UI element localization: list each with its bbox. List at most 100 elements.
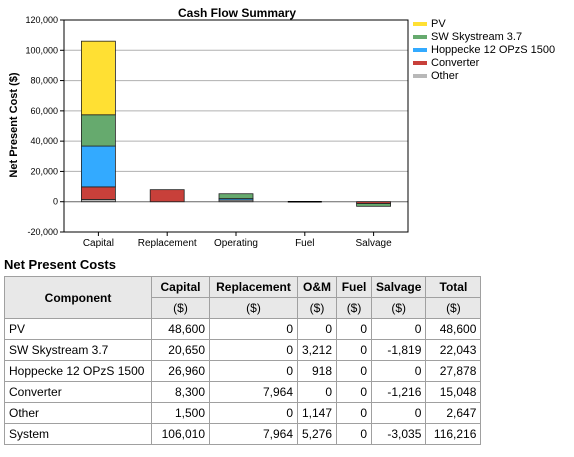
x-tick-label: Fuel: [295, 238, 314, 249]
unit-total: ($): [425, 297, 482, 319]
legend-swatch: [413, 73, 427, 78]
cell-component: PV: [4, 318, 152, 340]
cell-component: System: [4, 423, 152, 445]
cell-total: 116,216: [425, 423, 482, 445]
cell-om: 1,147: [296, 402, 338, 424]
cell-capital: 20,650: [151, 339, 210, 361]
cell-replacement: 0: [209, 339, 298, 361]
cell-total: 48,600: [425, 318, 482, 340]
cell-salvage: -1,819: [371, 339, 427, 361]
unit-replacement: ($): [209, 297, 298, 319]
x-tick-label: Replacement: [138, 238, 197, 249]
column-header-fuel: Fuel: [336, 276, 373, 298]
table-row: Other 1,500 0 1,147 0 0 2,647: [4, 402, 482, 424]
cell-component: Hoppecke 12 OPzS 1500: [4, 360, 152, 382]
cell-fuel: 0: [336, 360, 373, 382]
cell-capital: 48,600: [151, 318, 210, 340]
table-row-system-total: System 106,010 7,964 5,276 0 -3,035 116,…: [4, 423, 482, 445]
cell-salvage: 0: [371, 402, 427, 424]
legend-label: Hoppecke 12 OPzS 1500: [431, 43, 556, 56]
cell-fuel: 0: [336, 423, 373, 445]
legend-label: Other: [431, 69, 459, 82]
table-units-row: ($) ($) ($) ($) ($) ($): [5, 297, 482, 319]
cell-salvage: -1,216: [371, 381, 427, 403]
cell-capital: 8,300: [151, 381, 210, 403]
y-axis-label: Net Present Cost ($): [8, 72, 20, 177]
legend-item: Hoppecke 12 OPzS 1500: [413, 43, 555, 56]
legend-swatch: [413, 34, 427, 39]
y-tick-label: 60,000: [30, 106, 58, 116]
column-header-total: Total: [425, 276, 482, 298]
bar-segment: [81, 114, 116, 147]
cell-replacement: 7,964: [209, 423, 298, 445]
bar-segment: [356, 203, 392, 207]
unit-salvage: ($): [371, 297, 427, 319]
cell-om: 918: [296, 360, 338, 382]
cell-om: 3,212: [296, 339, 338, 361]
cell-replacement: 0: [209, 318, 298, 340]
legend-swatch: [413, 47, 427, 52]
cell-capital: 1,500: [151, 402, 210, 424]
legend-item: Converter: [413, 56, 555, 69]
bar-segment: [81, 186, 116, 200]
cell-component: Converter: [4, 381, 152, 403]
table-row: SW Skystream 3.7 20,650 0 3,212 0 -1,819…: [4, 339, 482, 361]
x-tick-label: Operating: [214, 238, 258, 249]
cell-om: 0: [296, 381, 338, 403]
cell-fuel: 0: [336, 381, 373, 403]
column-header-salvage: Salvage: [371, 276, 427, 298]
cell-fuel: 0: [336, 402, 373, 424]
column-header-replacement: Replacement: [209, 276, 298, 298]
cell-total: 15,048: [425, 381, 482, 403]
cell-capital: 26,960: [151, 360, 210, 382]
section-title-net-present-costs: Net Present Costs: [4, 257, 116, 272]
table-row: Hoppecke 12 OPzS 1500 26,960 0 918 0 0 2…: [4, 360, 482, 382]
bar-segment: [149, 189, 185, 203]
legend-label: SW Skystream 3.7: [431, 30, 523, 43]
cell-total: 2,647: [425, 402, 482, 424]
cell-salvage: -3,035: [371, 423, 427, 445]
cell-fuel: 0: [336, 339, 373, 361]
y-tick-label: 20,000: [30, 166, 58, 176]
table-row: Converter 8,300 7,964 0 0 -1,216 15,048: [4, 381, 482, 403]
cell-total: 22,043: [425, 339, 482, 361]
y-tick-label: 0: [53, 197, 58, 207]
column-header-om: O&M: [296, 276, 338, 298]
cell-salvage: 0: [371, 318, 427, 340]
cash-flow-chart: Cash Flow Summary Net Present Cost ($) -…: [8, 6, 555, 249]
cell-component: SW Skystream 3.7: [4, 339, 152, 361]
legend-label: PV: [431, 17, 446, 30]
unit-fuel: ($): [336, 297, 373, 319]
bar-segment: [81, 40, 116, 116]
legend-item: PV: [413, 17, 555, 30]
cell-capital: 106,010: [151, 423, 210, 445]
y-tick-label: 80,000: [30, 76, 58, 86]
y-tick-label: 40,000: [30, 136, 58, 146]
y-tick-label: 100,000: [25, 45, 58, 55]
legend-swatch: [413, 21, 427, 26]
bar-segment: [81, 145, 116, 188]
y-tick-label: -20,000: [27, 227, 58, 237]
legend-item: SW Skystream 3.7: [413, 30, 555, 43]
bar-segment: [218, 193, 254, 199]
column-header-capital: Capital: [151, 276, 210, 298]
table-header-row: Component Capital Replacement O&M Fuel S…: [4, 276, 482, 319]
chart-legend: PV SW Skystream 3.7 Hoppecke 12 OPzS 1500 C…: [413, 17, 555, 82]
chart-canvas: Cash Flow Summary Net Present Cost ($) -…: [8, 6, 409, 249]
legend-item: Other: [413, 69, 555, 82]
cell-replacement: 0: [209, 402, 298, 424]
cell-total: 27,878: [425, 360, 482, 382]
cell-om: 5,276: [296, 423, 338, 445]
y-tick-label: 120,000: [25, 15, 58, 25]
cell-salvage: 0: [371, 360, 427, 382]
column-header-component: Component: [4, 276, 152, 319]
cell-fuel: 0: [336, 318, 373, 340]
cell-component: Other: [4, 402, 152, 424]
net-present-costs-table: Component Capital Replacement O&M Fuel S…: [4, 276, 482, 445]
unit-om: ($): [296, 297, 338, 319]
table-row: PV 48,600 0 0 0 0 48,600: [4, 318, 482, 340]
x-tick-label: Capital: [83, 238, 114, 249]
chart-title: Cash Flow Summary: [178, 6, 296, 20]
cell-replacement: 7,964: [209, 381, 298, 403]
x-tick-label: Salvage: [356, 238, 393, 249]
